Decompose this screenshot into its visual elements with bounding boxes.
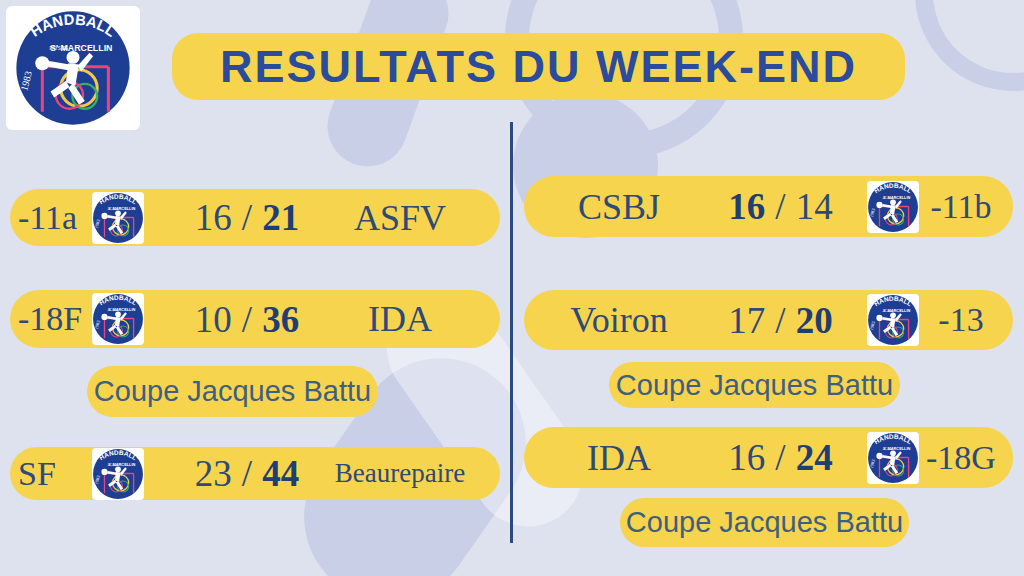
club-logo-icon: HANDBALL PAYS DE S' MARCELLIN 1983 [867,432,919,484]
club-logo-icon: HANDBALL PAYS DE S' MARCELLIN 1983 [867,294,919,346]
svg-text:S' MARCELLIN: S' MARCELLIN [50,43,112,53]
club-logo-icon: HANDBALL PAYS DE S' MARCELLIN 1983 [92,192,144,244]
match-score: 23 / 44 [144,452,310,495]
away-score: 14 [796,185,833,228]
team-category-label: SF [18,455,92,493]
match-score: 16 / 14 [694,185,867,228]
score-separator: / [242,196,252,239]
page-title: RESULTATS DU WEEK-END [220,41,857,93]
away-score: 24 [796,436,833,479]
club-logo-icon: HANDBALL PAYS DE S' MARCELLIN 1983 [92,448,144,500]
score-separator: / [775,185,785,228]
cup-text: Coupe Jacques Battu [626,506,903,539]
club-logo-icon: HANDBALL PAYS DE S' MARCELLIN 1983 [867,181,919,233]
opponent-name: CSBJ [544,186,694,228]
match-row-13: Voiron 17 / 20 HANDBALL PAYS DE S' MARCE… [524,290,1013,350]
svg-text:S' MARCELLIN: S' MARCELLIN [108,462,136,467]
score-separator: / [242,452,252,495]
home-score: 16 [728,185,765,228]
score-separator: / [775,436,785,479]
club-logo-icon: HANDBALL PAYS DE S' MARCELLIN 1983 [92,293,144,345]
opponent-name: Voiron [544,299,694,341]
home-score: 17 [728,299,765,342]
match-row-11a: -11a HANDBALL PAYS DE S' MARCELLIN 1983 … [10,189,500,246]
cup-label: Coupe Jacques Battu [620,498,909,547]
poster: HANDBALL PAYS DE S' MARCELLIN 1983 RESUL… [0,0,1024,576]
club-logo: HANDBALL PAYS DE S' MARCELLIN 1983 [6,6,140,130]
match-row-sf: SF HANDBALL PAYS DE S' MARCELLIN 1983 23… [10,447,500,500]
svg-text:S' MARCELLIN: S' MARCELLIN [108,206,136,211]
home-score: 16 [728,436,765,479]
title-banner: RESULTATS DU WEEK-END [172,33,905,100]
svg-text:S' MARCELLIN: S' MARCELLIN [108,307,136,312]
home-score: 23 [195,452,232,495]
match-row-18f: -18F HANDBALL PAYS DE S' MARCELLIN 1983 … [10,290,500,348]
team-category-label: -18F [18,300,92,338]
score-separator: / [775,299,785,342]
svg-text:S' MARCELLIN: S' MARCELLIN [883,195,911,200]
match-score: 16 / 21 [144,196,310,239]
svg-text:S' MARCELLIN: S' MARCELLIN [883,446,911,451]
home-score: 16 [195,196,232,239]
score-separator: / [242,298,252,341]
opponent-name: Beaurepaire [310,458,490,489]
opponent-name: IDA [310,298,490,340]
match-row-18g: IDA 16 / 24 HANDBALL PAYS DE S' MARCELLI… [524,427,1013,488]
cup-text: Coupe Jacques Battu [94,375,371,408]
away-score: 20 [796,299,833,342]
away-score: 21 [262,196,299,239]
team-category-label: -11a [18,199,92,237]
away-score: 36 [262,298,299,341]
svg-text:S' MARCELLIN: S' MARCELLIN [883,308,911,313]
decor-ring-2 [915,0,1024,91]
away-score: 44 [262,452,299,495]
match-score: 16 / 24 [694,436,867,479]
opponent-name: IDA [544,437,694,479]
team-category-label: -11b [919,188,1003,226]
cup-text: Coupe Jacques Battu [616,369,893,402]
cup-label: Coupe Jacques Battu [609,362,900,408]
column-divider [510,122,513,543]
home-score: 10 [195,298,232,341]
opponent-name: ASFV [310,197,490,239]
team-category-label: -13 [919,301,1003,339]
cup-label: Coupe Jacques Battu [87,366,378,417]
match-score: 17 / 20 [694,299,867,342]
match-score: 10 / 36 [144,298,310,341]
team-category-label: -18G [919,439,1003,477]
match-row-11b: CSBJ 16 / 14 HANDBALL PAYS DE S' MARCELL… [524,176,1013,237]
